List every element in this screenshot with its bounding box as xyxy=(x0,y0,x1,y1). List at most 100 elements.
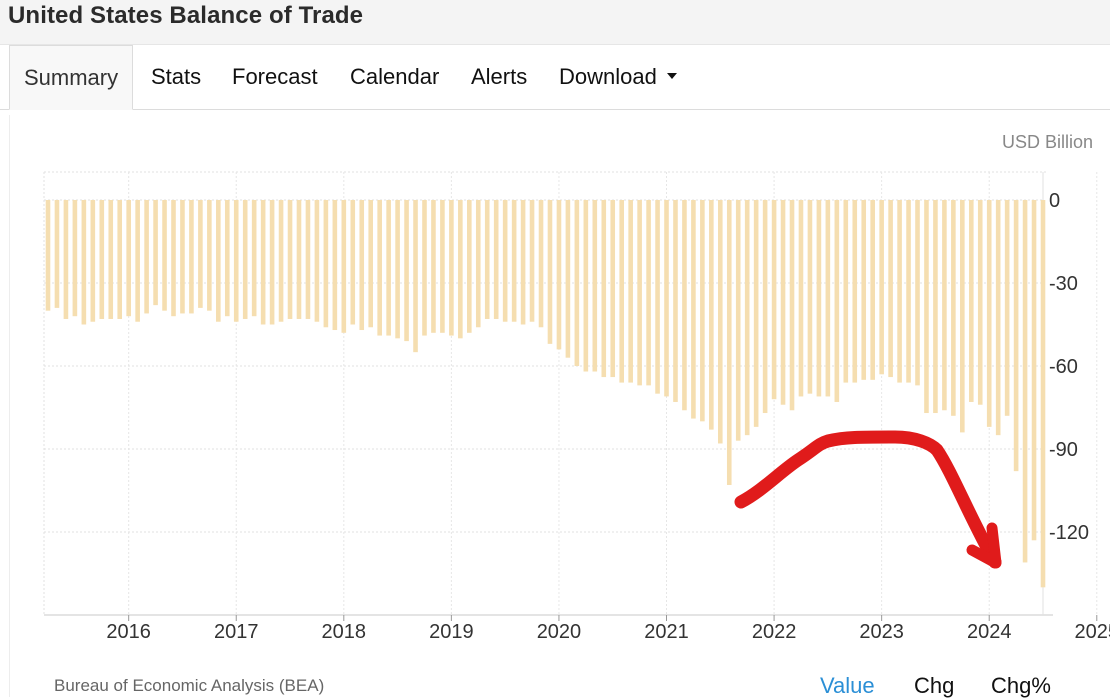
bar xyxy=(502,200,508,322)
bar xyxy=(305,200,311,319)
bar xyxy=(942,200,947,411)
bar xyxy=(637,200,642,386)
toggle-value[interactable]: Value xyxy=(820,673,875,698)
bar xyxy=(153,200,158,306)
x-tick-label: 2019 xyxy=(429,621,474,643)
tab-bar: Summary Stats Forecast Calendar Alerts D… xyxy=(0,45,1110,110)
x-tick-label: 2016 xyxy=(106,621,151,643)
x-tick-label: 2018 xyxy=(322,621,367,643)
bar xyxy=(995,200,1001,436)
y-tick-label: -90 xyxy=(1049,439,1078,461)
bar xyxy=(780,200,786,405)
title-bar: United States Balance of Trade xyxy=(0,0,1110,45)
bar xyxy=(986,200,992,427)
bar xyxy=(789,200,795,411)
bar xyxy=(278,200,284,322)
bar xyxy=(216,200,221,322)
bar xyxy=(807,200,813,394)
bar xyxy=(54,200,60,308)
x-tick-label: 2017 xyxy=(214,621,259,643)
bar xyxy=(771,200,777,400)
bar xyxy=(610,200,616,378)
bar xyxy=(753,200,759,427)
bar xyxy=(655,200,660,394)
bar xyxy=(906,200,911,383)
bar xyxy=(368,200,373,328)
x-tick-label: 2020 xyxy=(537,621,582,643)
bar xyxy=(493,200,499,319)
bar xyxy=(81,200,87,325)
bar xyxy=(224,200,230,317)
bar xyxy=(520,200,526,325)
bar xyxy=(386,200,391,336)
tab-calendar[interactable]: Calendar xyxy=(350,64,440,89)
bar xyxy=(251,200,257,317)
bar xyxy=(762,200,768,414)
x-tick-label: 2023 xyxy=(859,621,904,643)
bar xyxy=(556,200,562,350)
bar xyxy=(735,200,741,441)
bar xyxy=(915,200,920,386)
tab-alerts[interactable]: Alerts xyxy=(471,64,528,89)
bar xyxy=(861,200,867,380)
bar xyxy=(682,200,687,411)
y-axis-ticks: 0 -30 -60 -90 -120 xyxy=(1049,190,1089,544)
tab-download[interactable]: Download xyxy=(559,45,677,109)
tab-summary[interactable]: Summary xyxy=(9,45,134,110)
bar xyxy=(933,200,938,414)
caret-down-icon xyxy=(666,73,677,80)
bar xyxy=(574,200,580,366)
x-tick-label: 2024 xyxy=(967,621,1012,643)
unit-label: USD Billion xyxy=(1001,132,1093,152)
bar xyxy=(467,200,472,333)
chart-panel xyxy=(9,115,1110,697)
tab-forecast[interactable]: Forecast xyxy=(232,64,318,89)
bar xyxy=(592,200,598,372)
x-tick-label: 2025 xyxy=(1075,621,1110,643)
bar xyxy=(798,200,804,397)
bar xyxy=(601,200,607,378)
bar xyxy=(99,200,105,319)
bar xyxy=(664,200,669,397)
x-tick-label: 2022 xyxy=(752,621,797,643)
bar xyxy=(968,200,974,402)
toggle-chg-percent[interactable]: Chg% xyxy=(991,673,1051,698)
bar xyxy=(207,200,212,311)
bar xyxy=(897,200,902,383)
bar xyxy=(90,200,96,322)
bar xyxy=(242,200,248,319)
source-label: Bureau of Economic Analysis (BEA) xyxy=(54,676,325,695)
bar xyxy=(395,200,400,339)
bar xyxy=(951,200,956,416)
bar xyxy=(198,200,203,308)
bar xyxy=(852,200,858,383)
bar xyxy=(422,200,427,336)
bar xyxy=(413,200,418,353)
bar xyxy=(431,200,436,333)
bar xyxy=(1031,200,1037,541)
tab-download-label: Download xyxy=(559,64,657,89)
bar xyxy=(144,200,149,314)
bar xyxy=(269,200,275,325)
bar xyxy=(171,200,176,317)
bar xyxy=(296,200,302,319)
annotation-arrow-curve xyxy=(734,430,1002,569)
toggle-chg[interactable]: Chg xyxy=(914,673,955,698)
bar xyxy=(700,200,705,422)
bar xyxy=(619,200,624,383)
bar xyxy=(538,200,544,328)
y-tick-label: -30 xyxy=(1049,273,1078,295)
bar xyxy=(960,200,965,433)
tab-stats[interactable]: Stats xyxy=(151,64,202,89)
bar xyxy=(870,200,875,380)
annotation-arrow-head xyxy=(966,522,1002,569)
bar xyxy=(108,200,114,319)
bar xyxy=(924,200,929,414)
bar xyxy=(63,200,69,319)
bar xyxy=(332,200,338,331)
bar xyxy=(511,200,517,322)
bar xyxy=(1013,200,1019,472)
bar xyxy=(404,200,409,342)
bar xyxy=(888,200,893,378)
